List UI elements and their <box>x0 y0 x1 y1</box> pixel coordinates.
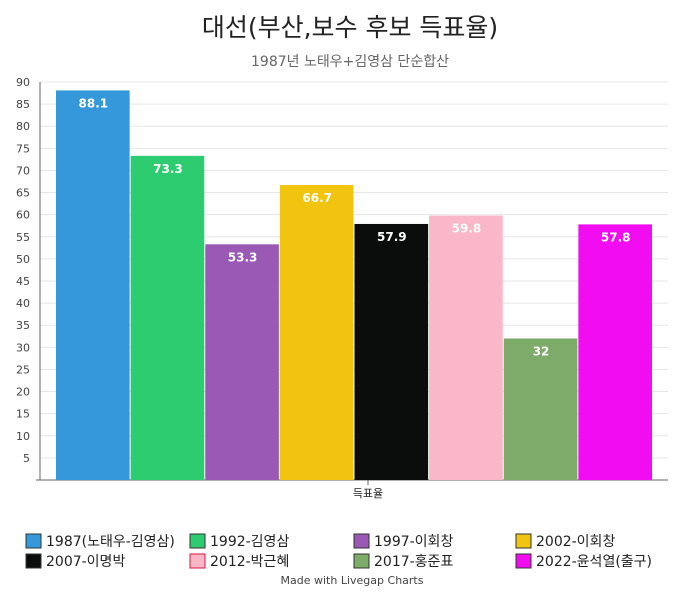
chart-subtitle: 1987년 노태우+김영삼 단순합산 <box>251 54 449 70</box>
data-label: 53.3 <box>228 250 258 264</box>
y-tick-label: 25 <box>16 363 30 376</box>
bar <box>354 223 429 480</box>
legend-label: 1987(노태우-김영삼) <box>46 534 175 550</box>
legend: 1987(노태우-김영삼) 1992-김영삼 1997-이회창 2002-이회창 200… <box>25 533 652 570</box>
y-tick-label: 40 <box>16 297 30 310</box>
y-tick-label: 90 <box>16 76 30 89</box>
y-tick-label: 60 <box>16 209 30 222</box>
y-tick-label: 5 <box>23 452 30 465</box>
data-label: 57.8 <box>601 230 631 244</box>
legend-swatch <box>353 553 370 569</box>
y-tick-label: 75 <box>16 142 30 155</box>
legend-swatch <box>25 533 42 549</box>
y-tick-label: 45 <box>16 275 30 288</box>
legend-swatch <box>515 553 532 569</box>
legend-label: 2007-이명박 <box>46 554 125 570</box>
y-tick-label: 20 <box>16 386 30 399</box>
y-tick-label: 15 <box>16 408 30 421</box>
y-tick-label: 80 <box>16 120 30 133</box>
legend-label: 1992-김영삼 <box>210 534 289 550</box>
data-label: 66.7 <box>302 191 332 205</box>
bar <box>429 215 503 480</box>
data-label: 88.1 <box>79 96 109 110</box>
bars <box>56 90 652 480</box>
legend-swatch <box>189 553 206 569</box>
data-label: 32 <box>533 344 550 358</box>
data-labels: 88.1 73.3 53.3 66.7 57.9 59.8 32 57.8 <box>79 96 631 358</box>
y-tick-label: 10 <box>16 430 30 443</box>
bar <box>205 244 279 480</box>
data-label: 59.8 <box>452 222 482 236</box>
legend-swatch <box>515 533 532 549</box>
footer-credit: Made with Livegap Charts <box>281 574 424 587</box>
data-label: 57.9 <box>377 230 407 244</box>
legend-label: 1997-이회창 <box>374 534 453 550</box>
bar <box>578 224 652 480</box>
y-tick-label: 55 <box>16 231 30 244</box>
y-tick-label: 35 <box>16 319 30 332</box>
axes: 5 10 15 20 25 30 35 40 45 50 55 60 65 70 75 80 85 90 득표율 <box>16 76 668 500</box>
legend-label: 2017-홍준표 <box>374 554 453 570</box>
legend-swatch <box>353 533 370 549</box>
y-tick-label: 30 <box>16 341 30 354</box>
bar <box>130 155 205 480</box>
bar <box>279 185 354 480</box>
y-tick-label: 50 <box>16 253 30 266</box>
legend-swatch <box>189 533 206 549</box>
bar <box>56 90 130 480</box>
legend-label: 2002-이회창 <box>536 534 615 550</box>
y-tick-label: 65 <box>16 187 30 200</box>
legend-label: 2022-윤석열(출구) <box>536 554 652 570</box>
bar <box>503 338 578 480</box>
data-label: 73.3 <box>153 162 183 176</box>
y-tick-label: 85 <box>16 98 30 111</box>
legend-label: 2012-박근혜 <box>210 554 289 570</box>
chart-title: 대선(부산,보수 후보 득표율) <box>202 13 498 42</box>
y-tick-label: 70 <box>16 164 30 177</box>
x-tick-label: 득표율 <box>353 487 383 500</box>
legend-swatch <box>25 553 42 569</box>
